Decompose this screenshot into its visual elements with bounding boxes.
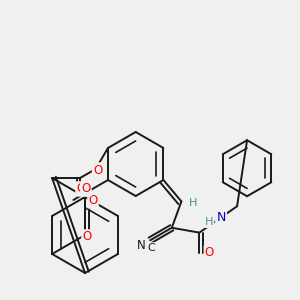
Text: N: N (137, 239, 146, 252)
Text: O: O (93, 164, 102, 176)
Text: H: H (189, 198, 198, 208)
Text: O: O (81, 182, 91, 196)
Text: H: H (205, 217, 213, 227)
Text: O: O (88, 194, 98, 208)
Text: O: O (82, 230, 91, 244)
Text: N: N (216, 212, 226, 224)
Text: O: O (205, 246, 214, 259)
Text: O: O (76, 182, 86, 196)
Text: C: C (147, 243, 155, 253)
